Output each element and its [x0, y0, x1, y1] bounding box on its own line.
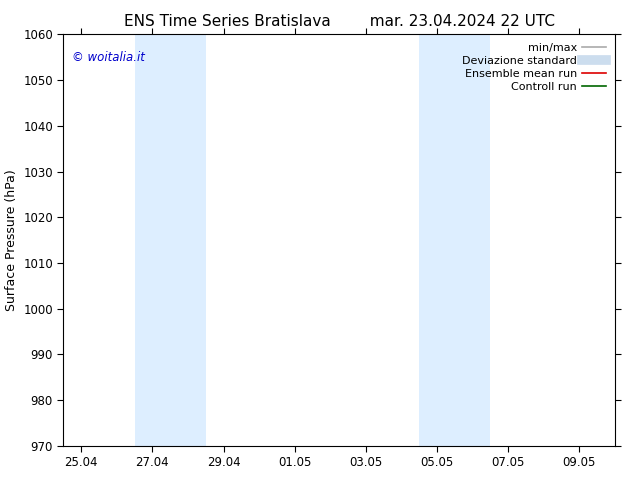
- Text: © woitalia.it: © woitalia.it: [72, 51, 145, 64]
- Bar: [419, 34, 491, 446]
- Y-axis label: Surface Pressure (hPa): Surface Pressure (hPa): [4, 169, 18, 311]
- Bar: [134, 34, 206, 446]
- Title: ENS Time Series Bratislava        mar. 23.04.2024 22 UTC: ENS Time Series Bratislava mar. 23.04.20…: [124, 14, 555, 29]
- Legend: min/max, Deviazione standard, Ensemble mean run, Controll run: min/max, Deviazione standard, Ensemble m…: [459, 40, 609, 95]
